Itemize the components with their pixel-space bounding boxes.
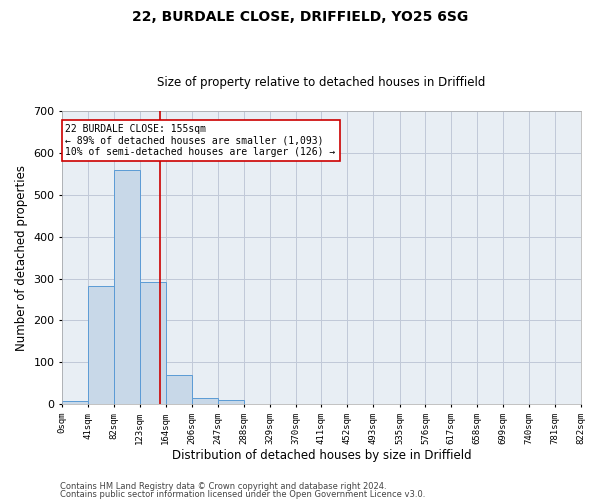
Bar (192, 398, 218, 404)
Bar (62, 400, 88, 404)
Text: Contains HM Land Registry data © Crown copyright and database right 2024.: Contains HM Land Registry data © Crown c… (60, 482, 386, 491)
Text: 22 BURDALE CLOSE: 155sqm
← 89% of detached houses are smaller (1,093)
10% of sem: 22 BURDALE CLOSE: 155sqm ← 89% of detach… (65, 124, 336, 157)
Y-axis label: Number of detached properties: Number of detached properties (15, 165, 28, 351)
Bar (140, 282, 166, 404)
Text: Contains public sector information licensed under the Open Government Licence v3: Contains public sector information licen… (60, 490, 425, 499)
Bar (114, 170, 140, 404)
Bar (166, 375, 192, 404)
Bar (218, 400, 244, 404)
Title: Size of property relative to detached houses in Driffield: Size of property relative to detached ho… (157, 76, 485, 90)
X-axis label: Distribution of detached houses by size in Driffield: Distribution of detached houses by size … (172, 450, 471, 462)
Bar (88, 286, 114, 404)
Text: 22, BURDALE CLOSE, DRIFFIELD, YO25 6SG: 22, BURDALE CLOSE, DRIFFIELD, YO25 6SG (132, 10, 468, 24)
